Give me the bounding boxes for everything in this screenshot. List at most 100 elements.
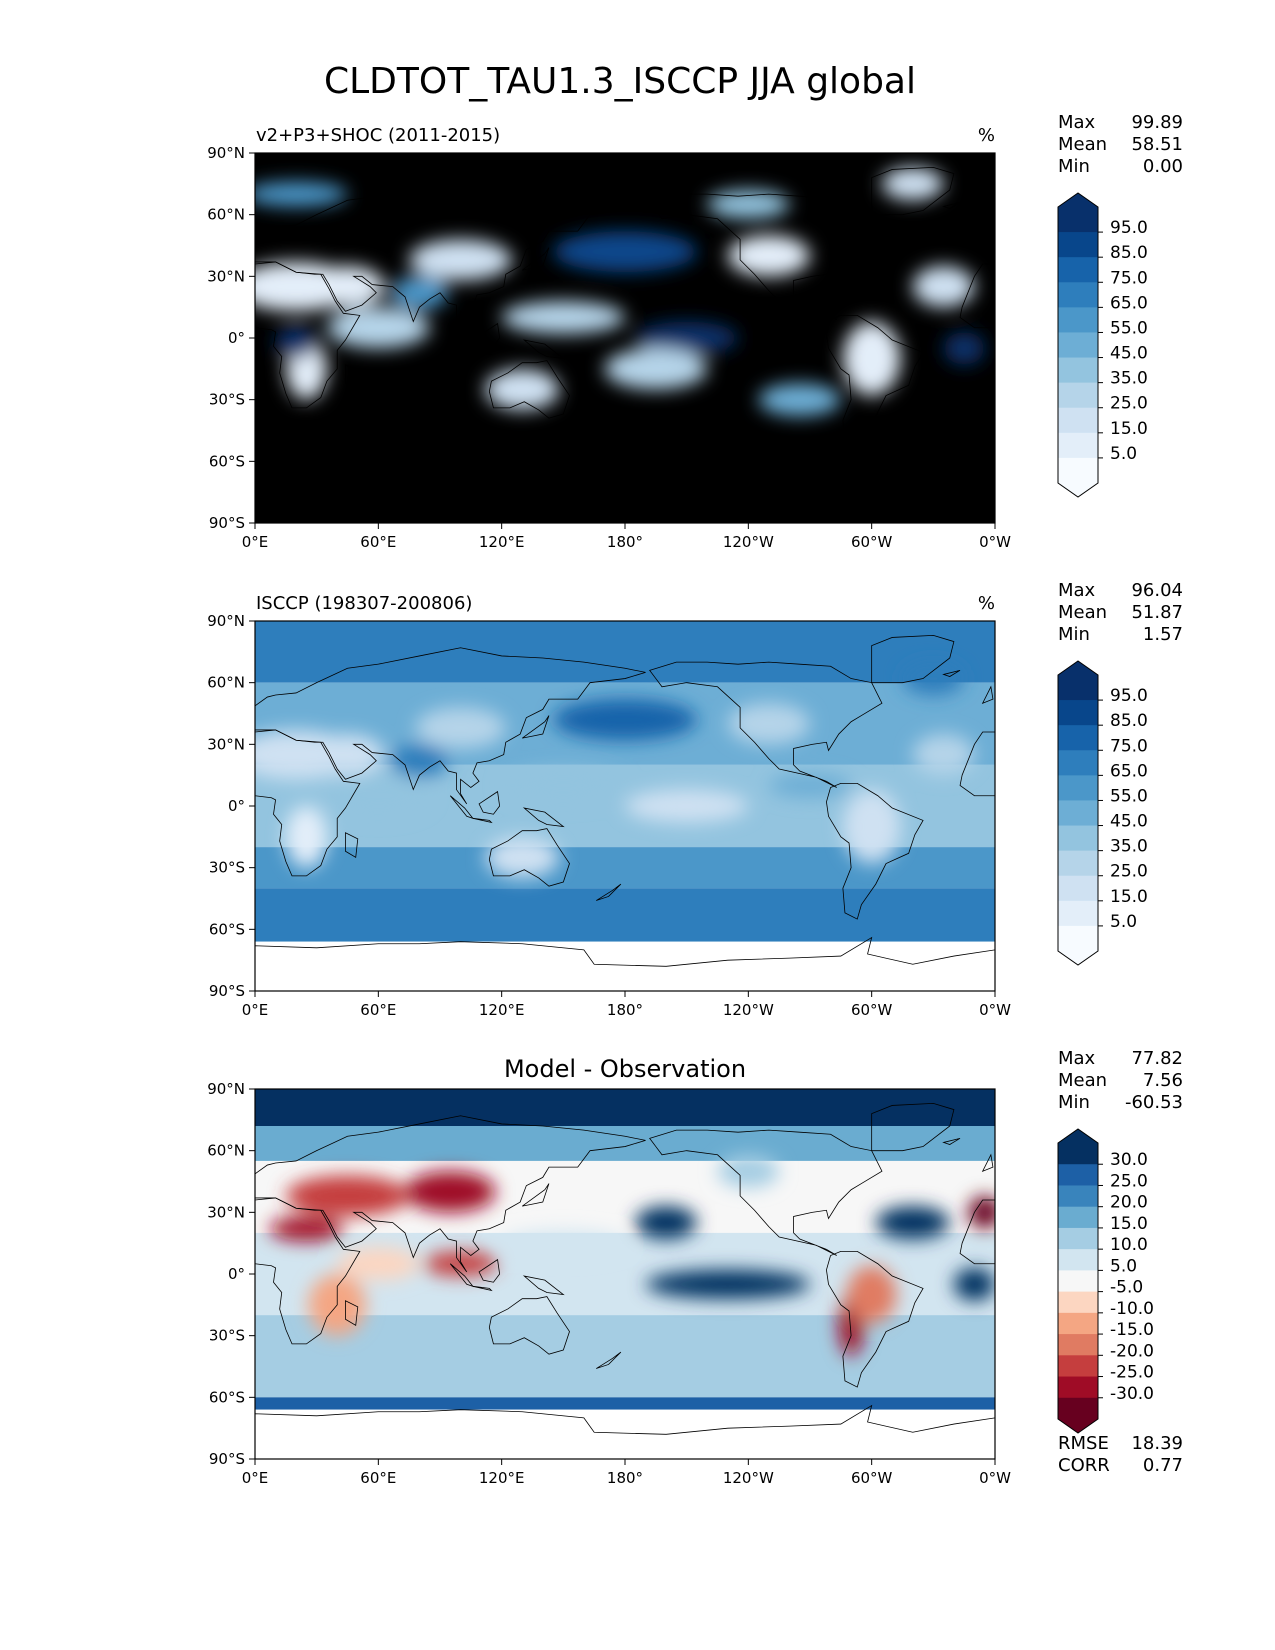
coastline — [478, 790, 501, 815]
y-axis: 90°N 60°N 30°N 0° 30°S 60°S 90°S — [207, 1080, 255, 1468]
colorbar-segment — [1058, 457, 1098, 484]
x-tick-label: 0°W — [979, 533, 1011, 551]
figure-title: CLDTOT_TAU1.3_ISCCP JJA global — [324, 61, 916, 102]
x-tick-label: 60°E — [360, 1469, 396, 1487]
field-blob — [326, 307, 430, 349]
y-axis: 90°N 60°N 30°N 0° 30°S 60°S 90°S — [207, 612, 255, 1000]
field-blob — [902, 662, 965, 695]
y-tick-label: 60°S — [209, 920, 245, 938]
coastline — [826, 314, 924, 452]
coastline — [596, 415, 622, 433]
colorbar-segment — [1058, 1355, 1098, 1378]
coastline — [345, 364, 359, 391]
x-tick-label: 0°W — [979, 1001, 1011, 1019]
y-tick-label: 60°N — [207, 674, 245, 692]
field-blob — [415, 707, 506, 749]
field-blob — [625, 789, 749, 823]
stat-label: CORR — [1058, 1455, 1110, 1476]
colorbar-label: -20.0 — [1110, 1341, 1154, 1361]
map — [255, 621, 995, 991]
coastline — [522, 807, 565, 828]
coastlines — [255, 634, 995, 991]
stat-label: Mean — [1058, 1070, 1107, 1091]
colorbar-segment — [1058, 1376, 1098, 1399]
x-axis: 0°E 60°E 120°E 180° 120°W 60°W 0°W — [242, 523, 1011, 551]
stat-value: 96.04 — [1131, 580, 1183, 601]
panel-title: ISCCP (198307-200806) — [256, 593, 472, 614]
colorbar-label: 25.0 — [1110, 394, 1148, 414]
colorbar-segment — [1058, 432, 1098, 459]
colorbar-outline — [1057, 660, 1099, 966]
coastline — [942, 201, 961, 209]
stat-value: 0.77 — [1143, 1455, 1183, 1476]
stat-value: 51.87 — [1131, 602, 1183, 623]
colorbar-outline — [1057, 1128, 1099, 1434]
map-field — [255, 621, 995, 991]
colorbar-label: 35.0 — [1110, 837, 1148, 857]
map — [255, 153, 995, 523]
stat-value: 0.00 — [1143, 156, 1183, 177]
stat-value: 99.89 — [1131, 112, 1183, 133]
colorbar-label: 65.0 — [1110, 761, 1148, 781]
colorbar-segment — [1058, 825, 1098, 852]
map — [255, 1089, 995, 1459]
x-tick-label: 120°E — [479, 533, 525, 551]
coastline — [596, 883, 622, 901]
colorbar-segment — [1058, 750, 1098, 776]
x-tick-label: 0°E — [242, 533, 269, 551]
colorbar-segment — [1058, 1291, 1098, 1314]
colorbar-label: 95.0 — [1110, 686, 1148, 706]
panel-observation: ISCCP (198307-200806) % 90°N 60°N 30°N 0° 30°S… — [207, 580, 1183, 1019]
colorbar-label: 10.0 — [1110, 1235, 1148, 1255]
coastline — [345, 832, 359, 859]
panel-title: v2+P3+SHOC (2011-2015) — [256, 125, 500, 146]
colorbar-segment — [1058, 675, 1098, 701]
field-band — [255, 847, 995, 889]
colorbar-label: -5.0 — [1110, 1278, 1143, 1298]
coastline — [649, 193, 883, 320]
y-tick-label: 90°N — [207, 144, 245, 162]
colorbar-label: 85.0 — [1110, 243, 1148, 263]
stat-label: Max — [1058, 1048, 1096, 1069]
coastline — [488, 1296, 570, 1355]
coastline — [255, 729, 361, 877]
colorbar-label: 25.0 — [1110, 862, 1148, 882]
colorbar-label: 15.0 — [1110, 419, 1148, 439]
field-blob — [842, 789, 901, 864]
field-blob — [275, 325, 317, 359]
coastline — [826, 1250, 924, 1388]
map-field — [255, 153, 995, 523]
colorbar-label: 45.0 — [1110, 344, 1148, 364]
y-tick-label: 30°S — [209, 859, 245, 877]
stat-value: 7.56 — [1143, 1070, 1183, 1091]
coastline — [255, 1197, 361, 1345]
field-blob — [635, 321, 739, 355]
field-blob — [409, 239, 512, 281]
coastline — [649, 1129, 883, 1256]
colorbar-segment — [1058, 1143, 1098, 1165]
colorbar-extend-bottom — [1058, 1419, 1098, 1433]
coastline — [981, 217, 994, 236]
field-blob — [727, 703, 810, 745]
colorbar-label: 5.0 — [1110, 1256, 1137, 1276]
y-tick-label: 60°S — [209, 1388, 245, 1406]
coastline — [472, 817, 493, 824]
x-tick-label: 0°E — [242, 1001, 269, 1019]
colorbar-segment — [1058, 1397, 1098, 1420]
field-blob — [727, 235, 810, 277]
coastline — [871, 634, 955, 684]
field-blob — [285, 806, 327, 868]
field-blob — [875, 1206, 950, 1240]
colorbar: 30.025.020.015.010.05.0-5.0-10.0-15.0-20… — [1057, 1128, 1154, 1434]
coastline — [959, 1199, 995, 1265]
colorbar-segment — [1058, 257, 1098, 283]
coastline — [521, 247, 550, 271]
colorbar-segment — [1058, 1227, 1098, 1250]
colorbar-extend-top — [1058, 1129, 1098, 1143]
colorbar-label: 95.0 — [1110, 218, 1148, 238]
y-tick-label: 60°N — [207, 1142, 245, 1160]
field-blob — [968, 1195, 995, 1229]
x-tick-label: 60°W — [851, 1469, 893, 1487]
colorbar-segment — [1058, 357, 1098, 384]
